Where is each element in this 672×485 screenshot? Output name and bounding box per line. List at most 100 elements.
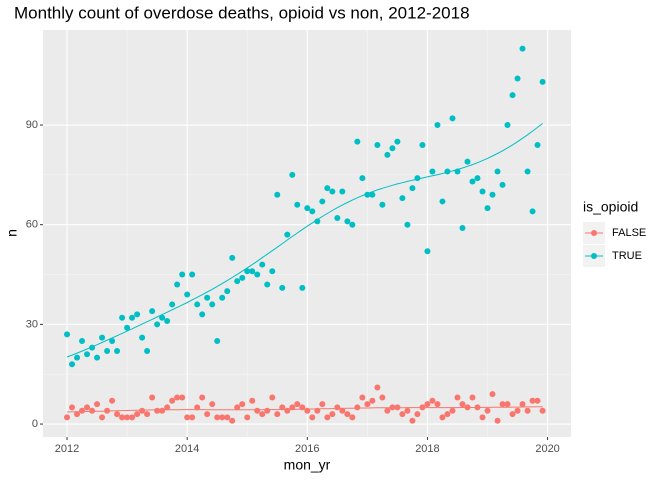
data-point — [124, 324, 131, 331]
data-point — [364, 191, 371, 198]
data-point — [534, 141, 541, 148]
data-point — [459, 225, 466, 232]
data-point — [234, 404, 241, 411]
data-point — [449, 115, 456, 122]
data-point — [119, 314, 126, 321]
data-point — [409, 417, 416, 424]
data-point — [364, 401, 371, 408]
data-point — [239, 274, 246, 281]
data-point — [524, 407, 531, 414]
data-point — [274, 411, 281, 418]
data-point — [509, 92, 516, 99]
data-point — [314, 218, 321, 225]
data-point — [439, 414, 446, 421]
data-point — [149, 308, 156, 315]
data-point — [514, 75, 521, 82]
data-point — [239, 401, 246, 408]
data-point — [119, 414, 126, 421]
data-point — [84, 404, 91, 411]
data-point — [454, 168, 461, 175]
data-point — [64, 331, 71, 338]
data-point — [519, 45, 526, 52]
data-point — [444, 168, 451, 175]
data-point — [449, 407, 456, 414]
data-point — [354, 404, 361, 411]
y-tick-label: 90 — [26, 119, 38, 131]
data-point — [299, 404, 306, 411]
data-point — [419, 404, 426, 411]
data-point — [169, 301, 176, 308]
data-point — [224, 288, 231, 295]
data-point — [144, 411, 151, 418]
data-point — [434, 122, 441, 129]
data-point — [254, 271, 261, 278]
data-point — [399, 411, 406, 418]
data-point — [479, 414, 486, 421]
data-point — [134, 311, 141, 318]
data-point — [464, 404, 471, 411]
data-point — [234, 278, 241, 285]
data-point — [189, 414, 196, 421]
data-point — [484, 205, 491, 212]
data-point — [519, 401, 526, 408]
data-point — [394, 404, 401, 411]
data-point — [409, 185, 416, 192]
data-point — [224, 414, 231, 421]
data-point — [134, 411, 141, 418]
data-point — [124, 414, 131, 421]
data-point — [279, 284, 286, 291]
data-point — [174, 394, 181, 401]
data-point — [129, 414, 136, 421]
data-point — [379, 394, 386, 401]
y-tick-label: 0 — [32, 418, 38, 430]
data-point — [159, 407, 166, 414]
data-point — [79, 407, 86, 414]
data-point — [159, 314, 166, 321]
data-point — [439, 198, 446, 205]
data-point — [424, 248, 431, 255]
data-point — [264, 281, 271, 288]
data-point — [169, 397, 176, 404]
data-point — [429, 168, 436, 175]
data-point — [179, 271, 186, 278]
data-point — [434, 401, 441, 408]
data-point — [79, 337, 86, 344]
data-point — [149, 394, 156, 401]
data-point — [524, 168, 531, 175]
data-point — [509, 411, 516, 418]
legend-label: TRUE — [612, 250, 642, 262]
data-point — [469, 394, 476, 401]
data-point — [529, 208, 536, 215]
data-point — [324, 185, 331, 192]
legend-title: is_opioid — [583, 199, 638, 215]
data-point — [129, 314, 136, 321]
data-point — [74, 411, 81, 418]
data-point — [114, 347, 121, 354]
data-point — [494, 168, 501, 175]
data-point — [184, 414, 191, 421]
data-point — [419, 141, 426, 148]
data-point — [194, 404, 201, 411]
data-point — [269, 268, 276, 275]
data-point — [84, 351, 91, 358]
data-point — [174, 281, 181, 288]
data-point — [204, 411, 211, 418]
data-point — [404, 407, 411, 414]
data-point — [539, 407, 546, 414]
data-point — [294, 401, 301, 408]
data-point — [154, 321, 161, 328]
data-point — [94, 401, 101, 408]
data-point — [199, 394, 206, 401]
data-point — [219, 414, 226, 421]
legend-point — [591, 230, 597, 236]
data-point — [244, 414, 251, 421]
data-point — [329, 188, 336, 195]
data-point — [109, 337, 116, 344]
data-point — [314, 407, 321, 414]
data-point — [304, 407, 311, 414]
data-point — [164, 318, 171, 325]
data-point — [469, 178, 476, 185]
data-point — [209, 401, 216, 408]
data-point — [359, 175, 366, 182]
